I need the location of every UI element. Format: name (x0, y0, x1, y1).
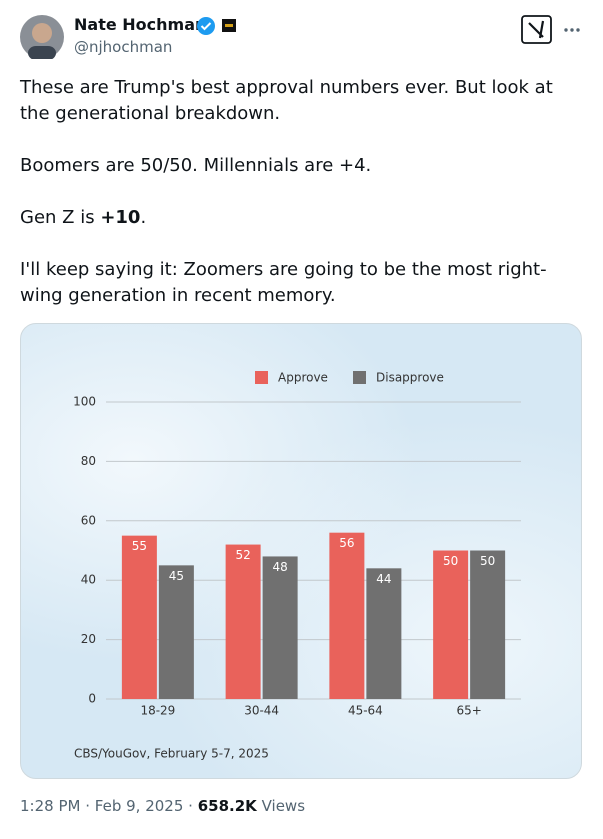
paragraph: Boomers are 50/50. Millennials are +4. (20, 155, 372, 176)
x-tick-label: 30-44 (244, 704, 279, 718)
date[interactable]: Feb 9, 2025 (94, 797, 184, 815)
badges (197, 17, 236, 35)
y-tick-label: 0 (88, 692, 96, 706)
text: Gen Z is (20, 207, 101, 228)
y-tick-label: 20 (81, 632, 96, 646)
time[interactable]: 1:28 PM (20, 797, 81, 815)
bar (158, 565, 194, 699)
value-label: 55 (132, 539, 147, 553)
value-label: 45 (169, 569, 184, 583)
x-tick-label: 45-64 (348, 704, 383, 718)
bar (225, 544, 261, 699)
text: . (140, 207, 147, 228)
paragraph: Gen Z is +10. (20, 205, 580, 231)
header-icons[interactable] (521, 15, 581, 45)
y-tick-label: 40 (81, 573, 96, 587)
bar (366, 568, 402, 699)
bar (121, 535, 157, 699)
legend-label: Approve (278, 371, 328, 385)
value-label: 56 (339, 536, 354, 550)
value-label: 50 (443, 554, 458, 568)
y-tick-label: 100 (73, 395, 96, 409)
legend-label: Disapprove (376, 371, 444, 385)
bold-text: +10 (100, 207, 141, 228)
legend-swatch (255, 371, 268, 384)
value-label: 44 (376, 572, 391, 586)
bar (329, 532, 365, 699)
legend-swatch (353, 371, 366, 384)
separator: · (85, 797, 91, 815)
x-tick-label: 18-29 (140, 704, 175, 718)
views-count: 658.2K (197, 797, 257, 815)
x-tick-label: 65+ (456, 704, 481, 718)
tweet-footer: 1:28 PM · Feb 9, 2025 · 658.2K Views (20, 797, 305, 815)
author-name[interactable]: Nate Hochman (74, 15, 207, 34)
value-label: 48 (272, 560, 287, 574)
bar (433, 550, 469, 699)
value-label: 52 (235, 548, 250, 562)
y-tick-label: 80 (81, 454, 96, 468)
bar (262, 556, 298, 699)
views-label: Views (261, 797, 306, 815)
chart-source: CBS/YouGov, February 5-7, 2025 (74, 747, 269, 761)
chart: CBS/YouGov, February 5-7, 2025 0 20 40 60 80… (73, 371, 521, 761)
paragraph: These are Trump's best approval numbers … (20, 77, 553, 124)
chart-card[interactable]: CBS/YouGov, February 5-7, 2025 0 20 40 60 80… (20, 323, 582, 779)
y-tick-label: 60 (81, 513, 96, 527)
avatar[interactable] (20, 15, 64, 59)
bar (470, 550, 506, 699)
value-label: 50 (480, 554, 495, 568)
paragraph: I'll keep saying it: Zoomers are going t… (20, 259, 547, 306)
author-handle[interactable]: @njhochman (74, 38, 173, 56)
tweet-text: These are Trump's best approval numbers … (20, 75, 580, 335)
separator: · (188, 797, 193, 815)
